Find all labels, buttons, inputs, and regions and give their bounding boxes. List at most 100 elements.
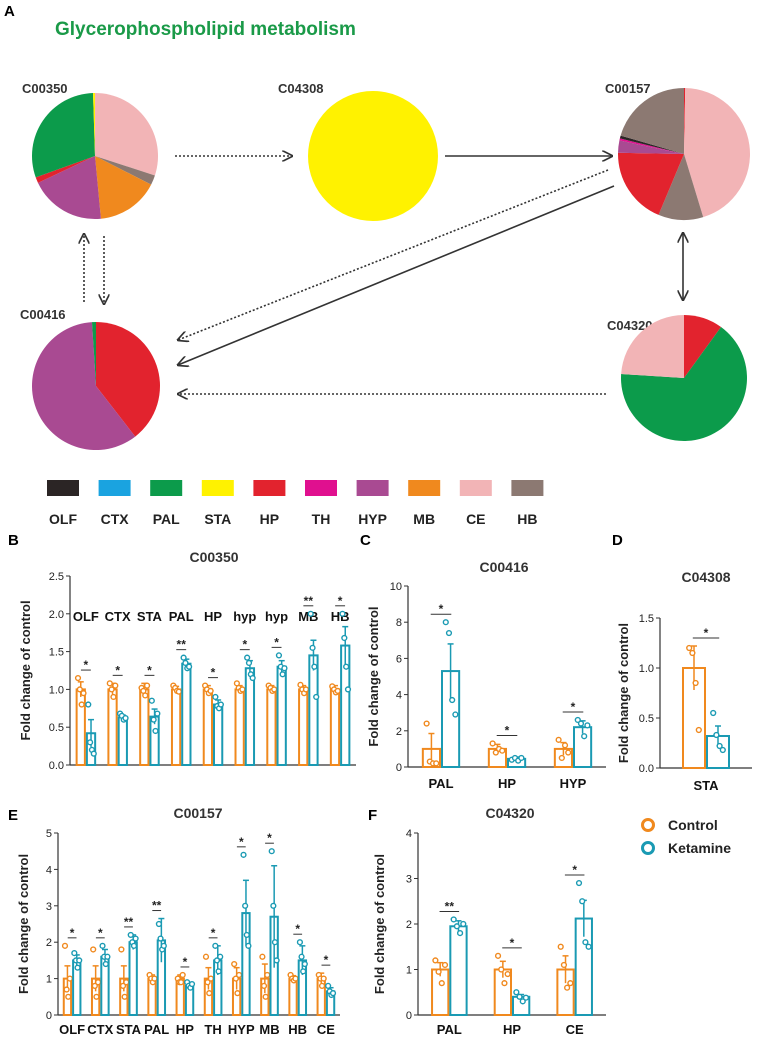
bar-C04320-ytick-0: 0 [406,1010,412,1022]
bar-C04308-point-ketamine-0-2 [716,742,723,750]
bar-C00157-point-ketamine-1-2 [102,960,109,968]
bar-C00350-point-ketamine-0-0 [85,701,92,708]
bar-C04320-point-control-1-1 [498,966,505,973]
bar-C00416-ytick-4: 8 [396,617,402,629]
bar-C00157-sig-3: ** [152,899,162,913]
bar-C00350-ytick-5: 2.5 [49,571,64,583]
legend-label-hp: HP [260,511,279,527]
bar-C00157-point-ketamine-2-3 [132,935,139,942]
bar-C00157-ylabel: Fold change of control [16,854,31,994]
bar-C00350-bar-control-4 [202,688,213,767]
legend-swatch-hb [511,480,544,496]
bar-C04320-point-ketamine-0-0 [450,916,457,923]
bar-C00157-point-ketamine-7-0 [268,848,275,855]
bar-C00350-point-ketamine-7-3 [313,693,320,701]
legend-label-ctx: CTX [101,511,130,527]
bar-C00350-point-control-1-1 [108,686,115,693]
pie-slice-c00157-hb-2 [658,154,704,221]
bar-C00157-point-ketamine-6-1 [242,902,249,909]
bar-C00157-sig-6: * [239,835,244,849]
bar-C00350-point-ketamine-8-0 [339,610,346,617]
bar-C00157-point-control-6-1 [232,975,239,982]
arrow-c00157-c00416 [178,185,615,365]
bar-C00157-point-control-1-3 [94,979,102,986]
bar-C00157-point-ketamine-8-0 [296,939,304,946]
bar-C00350-sig-6: * [274,635,279,649]
bar-C00350-bar-control-0 [75,688,86,767]
legend-label-hb: HB [517,511,537,527]
bar-C04320-point-control-0-1 [435,968,442,975]
bar-C04320-point-ketamine-2-2 [582,939,589,946]
pie-slice-c00350-mb-2 [95,156,152,219]
bar-C00157-point-control-0-2 [65,993,72,1000]
bar-C04308-point-ketamine-0-3 [719,746,726,754]
bar-C00157-point-ketamine-9-3 [329,990,337,997]
bar-C00157-point-control-9-3 [320,975,327,982]
pie-slice-c00350-hyp-3 [37,156,101,219]
node-label-c00350: C00350 [22,81,68,96]
node-label-c00157: C00157 [605,81,651,96]
legend-swatch-sta [201,480,234,496]
bar-C04320-title: C04320 [485,805,534,821]
bar-C00350-point-ketamine-4-3 [217,701,224,708]
bar-C00350-ytick-4: 2.0 [49,609,64,621]
arrow-c00157-c00416-dotted [178,169,609,340]
legend-label-sta: STA [204,511,231,527]
pie-slice-c00157-th-5 [619,138,684,154]
bar-C00157-point-ketamine-0-3 [76,957,83,964]
bar-C00157-point-ketamine-8-3 [301,960,308,968]
bar-C00350-cat-2: STA [137,609,163,624]
bar-C00350-sig-4: * [211,666,216,680]
bar-C00157-cat-0: OLF [59,1022,85,1037]
bar-C04308: C04308 Fold change of control 0.0 0.5 1.0 1.5… [616,569,752,793]
bar-C00350-cat-0: OLF [73,609,99,624]
bar-C04320-point-control-2-1 [560,961,568,969]
legend-label-olf: OLF [49,511,77,527]
bar-C04320-ytick-1: 1 [406,965,412,977]
bar-C00157-point-ketamine-6-2 [243,931,250,939]
bar-C00157-cat-9: CE [317,1022,335,1037]
bar-C00350-point-control-1-3 [112,682,119,689]
legend-swatch-th [305,480,337,496]
bar-C00416-point-ketamine-2-0 [574,716,581,724]
bar-C00416-ytick-5: 10 [390,581,402,593]
bar-C00350-point-ketamine-6-2 [279,671,286,678]
node-label-c04320: C04320 [607,318,653,333]
bar-C00157-point-ketamine-5-0 [212,942,219,949]
bar-C04308-point-control-0-1 [689,649,696,657]
pie-slice-c00157-hyp-4 [618,140,684,154]
bar-C04308-sig-0: * [704,626,709,640]
bar-C00350-bar-ketamine-6 [276,665,287,766]
bar-C00350-cat-7: MB [298,609,318,624]
bar-C00416-point-ketamine-0-0 [442,619,449,626]
bar-C00350-point-control-6-3 [271,686,278,693]
bar-C00350-point-ketamine-2-2 [152,727,159,735]
legend-swatch-pal [150,480,183,496]
bar-C04308-point-ketamine-0-0 [710,709,717,717]
bar-C04320-point-ketamine-1-3 [522,994,530,1001]
pie-C04320 [621,315,748,441]
bar-C00157-point-control-8-3 [292,975,299,982]
bar-C00416-ytick-0: 0 [396,762,402,774]
pie-slice-c00157-hp-0 [684,88,686,154]
bar-C00416: C00416 Fold change of control 0 2 4 6 8 10 PAL * H… [366,559,606,791]
legend-label-hyp: HYP [358,511,387,527]
bar-C00350-point-ketamine-4-0 [212,693,219,701]
bar-C00157-point-ketamine-5-1 [213,957,221,964]
bar-C00157-point-control-5-0 [202,953,210,960]
bar-C00157-point-control-7-1 [260,982,268,989]
legend-swatch-ctx [98,480,131,496]
bar-C00350-ytick-2: 1.0 [49,684,64,696]
bar-C00350-point-control-0-2 [78,701,85,708]
legend-marker-control [641,818,655,832]
bar-C00157-ytick-5: 5 [46,828,52,840]
pie-C04308 [308,91,438,221]
bar-C04320-point-ketamine-1-0 [513,989,520,996]
bar-C00350: C00350 Fold change of control 0.0 0.5 1.0 1.5… [18,549,356,772]
bar-C00157-sig-2: ** [124,915,134,929]
bar-C00350-bar-ketamine-3 [181,662,192,766]
bar-C04320-point-control-1-3 [504,970,511,978]
bar-C00416-point-control-1-3 [499,747,506,754]
bar-C04308-point-control-0-0 [686,644,693,652]
bar-C00350-bar-control-8 [329,688,341,767]
